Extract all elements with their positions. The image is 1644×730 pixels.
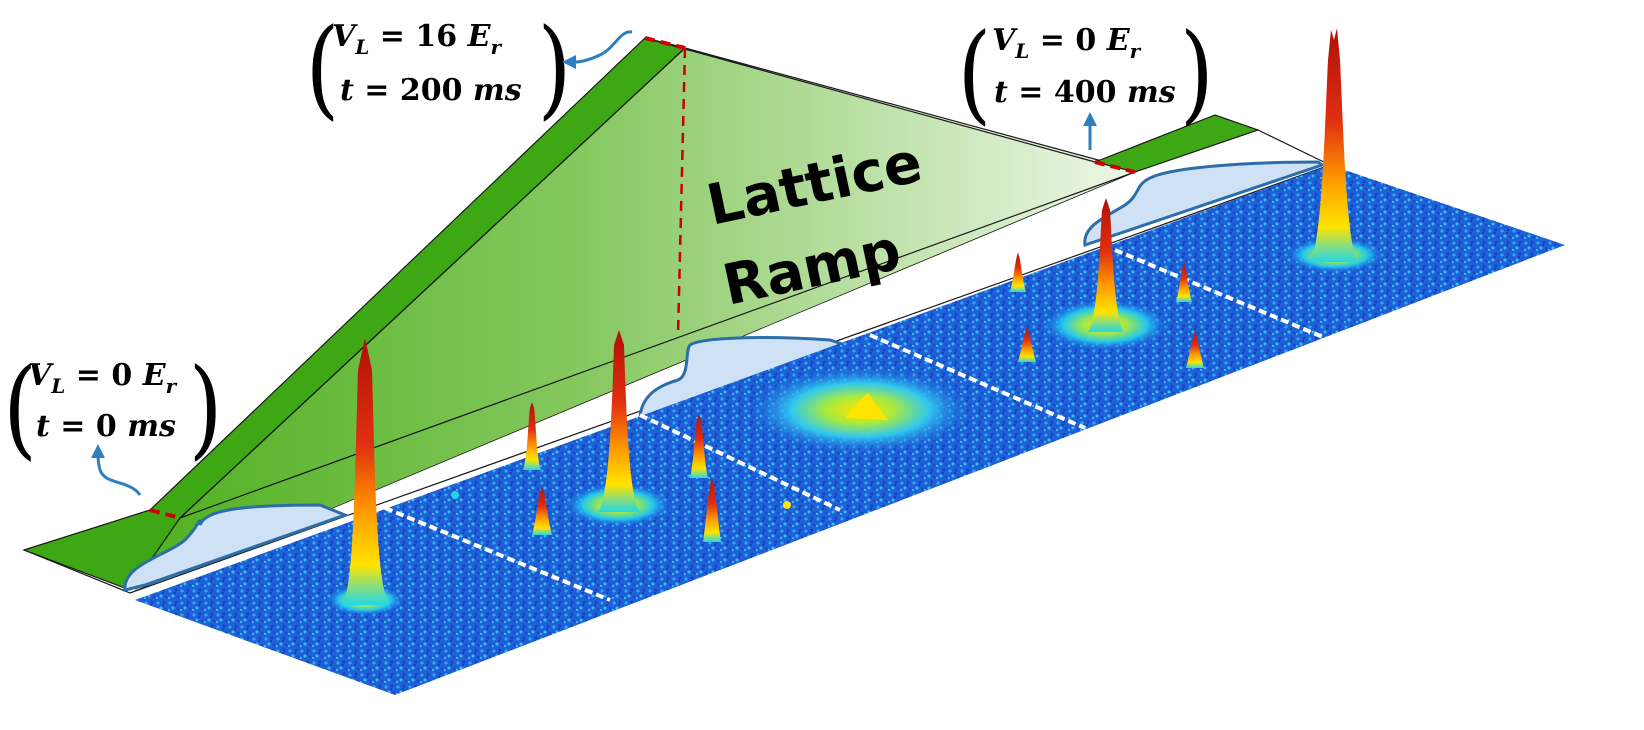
annotation-end: ( VL = 0 Er t = 400 ms ): [958, 11, 1214, 150]
panel-2-side-peak-2: [690, 414, 708, 478]
panel-3-center-bump: [845, 393, 888, 420]
annotation-end-v-line: VL = 0 Er: [992, 23, 1142, 63]
panel-2-central-peak: [598, 330, 640, 512]
annotation-start: ( VL = 0 Er t = 0 ms ): [3, 346, 223, 496]
panel-2-side-peak-1: [523, 402, 541, 470]
annotation-peak-arrow: [574, 30, 633, 64]
annotation-start-arrowhead: [91, 444, 105, 458]
panel-2-small-peak: [783, 501, 791, 509]
panel-1: [325, 338, 405, 616]
marker-start: [149, 508, 181, 520]
panel-divider-3: [869, 333, 1086, 430]
panel-4-side-peak-1: [1010, 252, 1026, 292]
annotation-end-arrowhead: [1083, 112, 1097, 126]
marker-peak: [644, 36, 686, 50]
panel-2: [451, 330, 791, 542]
panel-1-peak: [342, 338, 390, 605]
panel-5: [1285, 28, 1385, 273]
annotation-peak: ( VL = 16 Er t = 200 ms ): [306, 6, 633, 132]
panel-4-side-peak-2: [1176, 262, 1192, 302]
panel-4-side-peak-4: [1186, 330, 1204, 368]
brace-1: [123, 503, 350, 592]
annotation-peak-t-line: t = 200 ms: [340, 73, 522, 108]
annotation-end-left-paren: (: [958, 11, 992, 137]
ramp-fill: [135, 38, 1135, 590]
peak-dashed-line: [676, 47, 687, 336]
panel-divider-2: [639, 413, 841, 512]
annotation-peak-v-line: VL = 16 Er: [332, 19, 502, 59]
annotation-start-arrow: [96, 455, 142, 496]
ramp-hypotenuse: [179, 171, 1136, 519]
panel-3: [745, 365, 975, 455]
panel-2-side-peak-3: [532, 487, 552, 535]
panel-divider-4: [1114, 248, 1331, 342]
marker-end: [1094, 160, 1136, 174]
panel-5-peak: [1310, 28, 1358, 262]
ramp-diagonal-outline: [179, 47, 686, 519]
annotation-peak-right-paren: ): [538, 6, 572, 132]
panel-4: [1010, 198, 1204, 368]
panel-4-central-peak: [1088, 198, 1124, 332]
panel-2-small-peak: [451, 491, 459, 499]
lattice-ramp: Lattice Ramp: [22, 36, 1332, 594]
panel-divider-1: [384, 506, 611, 602]
annotation-start-right-paren: ): [189, 346, 223, 472]
panel-2-side-peak-4: [703, 478, 721, 542]
annotation-end-t-line: t = 400 ms: [994, 75, 1176, 110]
annotation-start-left-paren: (: [3, 346, 37, 472]
annotation-start-v-line: VL = 0 Er: [28, 358, 178, 398]
annotation-peak-arrowhead: [562, 55, 576, 69]
annotation-start-t-line: t = 0 ms: [36, 409, 176, 444]
panel-4-side-peak-3: [1018, 326, 1036, 362]
annotation-peak-left-paren: (: [306, 6, 340, 132]
annotation-end-right-paren: ): [1180, 11, 1214, 137]
